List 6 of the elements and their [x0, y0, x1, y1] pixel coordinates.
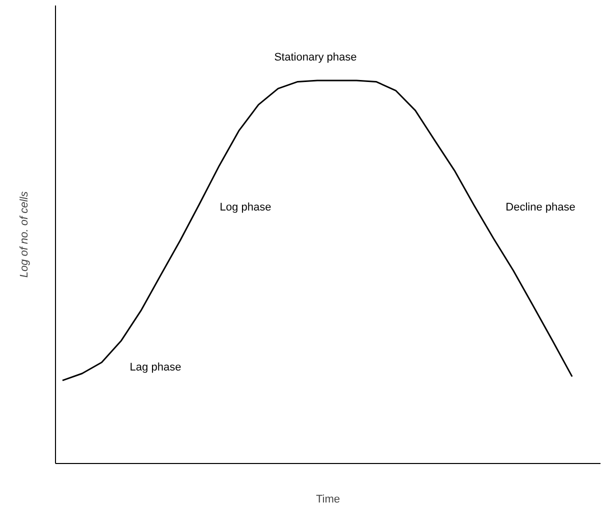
- annotation: Lag phase: [130, 362, 182, 374]
- x-axis-title: Time: [316, 494, 340, 506]
- text: Stationary phase: [274, 52, 357, 64]
- annotation: Log phase: [220, 202, 272, 214]
- annotation: Decline phase: [506, 202, 576, 214]
- y-axis-title: Log of no. of cells: [18, 190, 30, 278]
